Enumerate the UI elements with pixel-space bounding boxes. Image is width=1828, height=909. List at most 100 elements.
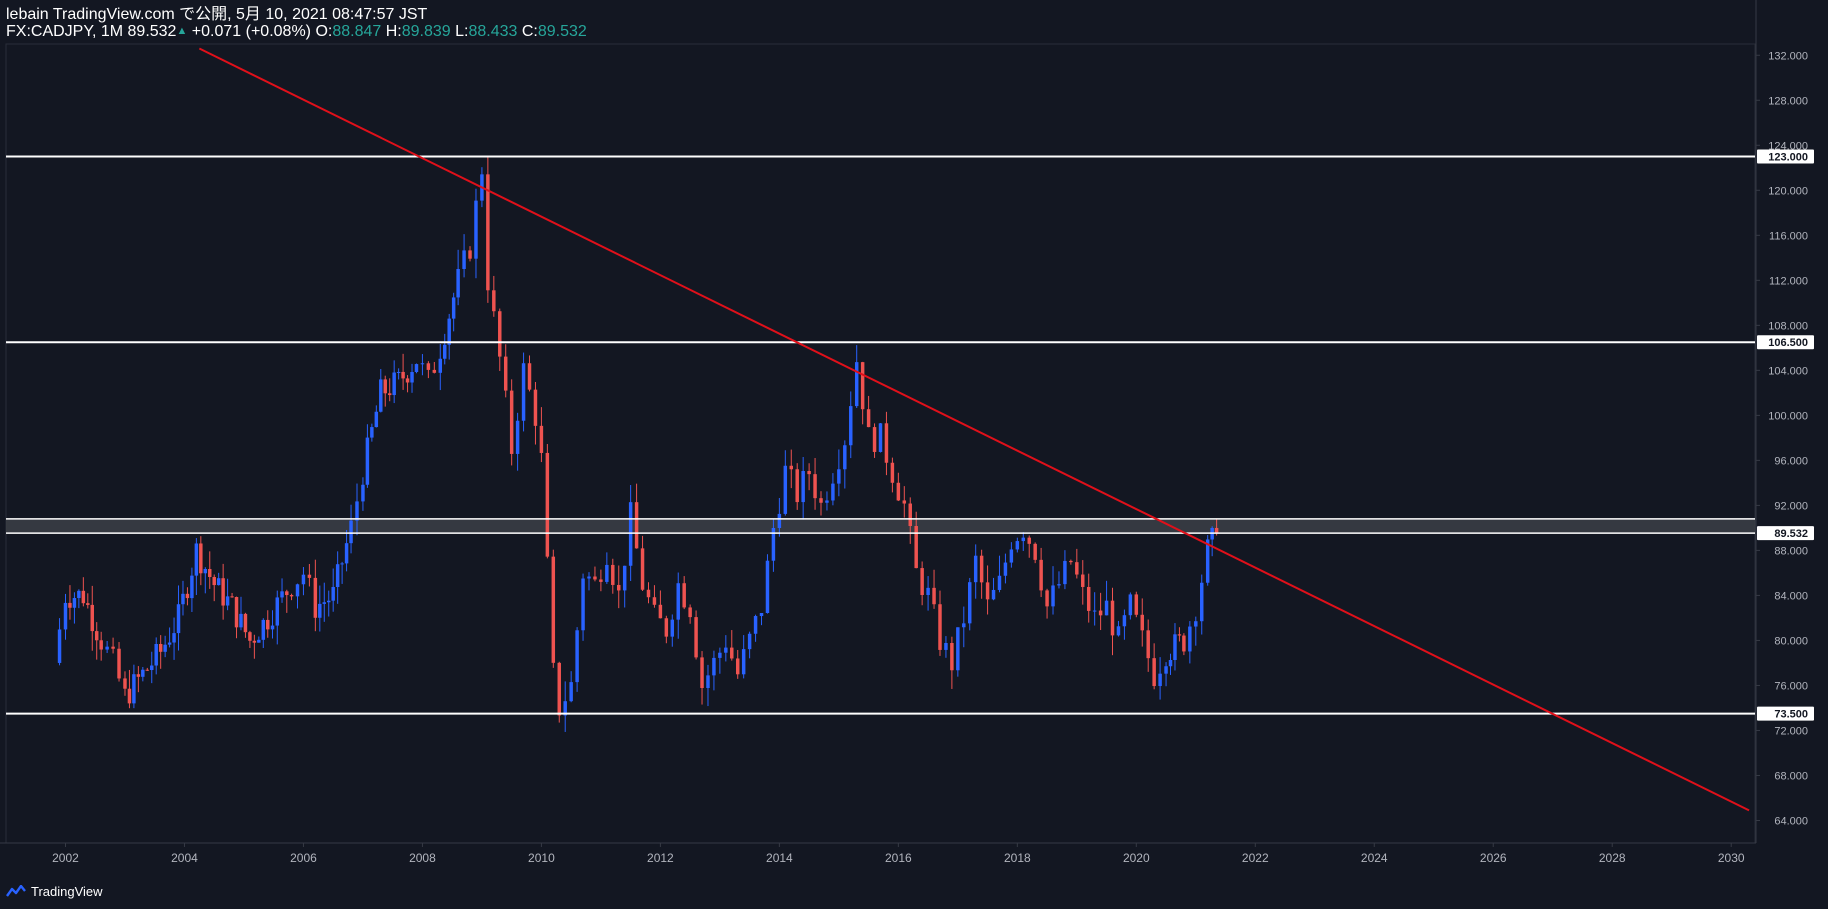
candle-body: [270, 625, 275, 630]
candle-body: [1057, 584, 1061, 586]
high-label: H:: [385, 23, 402, 40]
candle-body: [694, 617, 698, 658]
candle-body: [908, 503, 912, 527]
candle-body: [843, 445, 847, 470]
price-tag-bg: [1757, 335, 1814, 350]
candle-body: [301, 574, 306, 585]
candle-body: [622, 565, 627, 591]
candle-body: [326, 600, 331, 603]
candle-body: [1033, 543, 1037, 560]
candle-body: [545, 452, 550, 557]
candle-body: [563, 701, 567, 716]
candle-body: [944, 642, 948, 650]
candle-body: [451, 297, 456, 319]
candle-body: [405, 378, 410, 383]
candle-body: [257, 639, 261, 643]
candle-body: [747, 633, 752, 650]
candle-body: [795, 469, 799, 503]
x-tick-label: 2020: [1123, 851, 1150, 865]
candle-body: [1063, 560, 1067, 585]
candle-body: [872, 427, 877, 452]
candle-body: [77, 590, 81, 599]
publish-info: lebain TradingView.com で公開, 5月 10, 2021 …: [6, 6, 428, 23]
candle-body: [468, 250, 472, 259]
x-tick-label: 2030: [1718, 851, 1745, 865]
candle-body: [414, 364, 419, 373]
candle-body: [533, 389, 538, 426]
y-tick-label: 100.000: [1768, 410, 1808, 422]
candle-body: [172, 633, 176, 643]
candle-body: [1146, 630, 1150, 659]
candle-body: [938, 604, 942, 650]
x-tick-label: 2028: [1599, 851, 1626, 865]
price-tag-bg: [1757, 706, 1814, 721]
candle-body: [967, 582, 972, 624]
candle-body: [997, 575, 1002, 590]
candle-body: [914, 526, 918, 569]
candle-body: [498, 311, 502, 357]
x-tick-label: 2018: [1004, 851, 1031, 865]
candle-body: [383, 379, 387, 394]
candle-body: [221, 578, 225, 606]
candle-body: [230, 596, 234, 598]
low-value: 88.433: [468, 23, 518, 40]
candle-body: [551, 556, 556, 663]
candle-body: [432, 369, 437, 373]
candle-body: [280, 591, 284, 598]
candle-body: [813, 474, 817, 499]
x-tick-label: 2004: [171, 851, 198, 865]
resistance-zone: [6, 518, 1755, 534]
candle-body: [605, 564, 609, 582]
candle-body: [1164, 666, 1168, 674]
candle-body: [127, 688, 132, 704]
candle-body: [628, 502, 633, 566]
candle-body: [1045, 590, 1049, 607]
candle-body: [985, 582, 990, 600]
candle-body: [379, 379, 383, 412]
candle-body: [979, 555, 984, 583]
candle-body: [527, 363, 532, 390]
candle-body: [335, 564, 340, 588]
candle-body: [150, 665, 154, 671]
candle-body: [1110, 600, 1115, 636]
candle-body: [575, 630, 579, 683]
candle-body: [1140, 614, 1144, 631]
y-tick-label: 96.000: [1774, 455, 1808, 467]
candle-body: [68, 602, 72, 608]
candle-body: [234, 597, 239, 628]
candle-body: [1021, 537, 1026, 542]
y-tick-label: 108.000: [1768, 320, 1808, 332]
candle-body: [849, 406, 853, 446]
candle-body: [420, 363, 425, 365]
candle-body: [426, 363, 431, 370]
candle-body: [295, 584, 300, 597]
candle-body: [777, 513, 782, 528]
candle-body: [176, 604, 181, 634]
candle-body: [1128, 594, 1133, 616]
candle-body: [208, 569, 212, 578]
candle-body: [973, 555, 978, 583]
candle-body: [57, 629, 62, 663]
up-arrow-icon: ▲: [176, 25, 188, 37]
candle-body: [1039, 559, 1043, 591]
y-tick-label: 92.000: [1774, 500, 1808, 512]
y-tick-label: 116.000: [1769, 230, 1808, 242]
candle-body: [313, 577, 318, 618]
candle-body: [866, 409, 871, 428]
footer-brand[interactable]: TradingView: [6, 880, 103, 902]
y-tick-label: 84.000: [1774, 590, 1808, 602]
candle-body: [252, 640, 257, 643]
candle-body: [593, 576, 597, 580]
candle-body: [807, 471, 811, 475]
candle-body: [658, 604, 663, 619]
x-tick-label: 2022: [1242, 851, 1269, 865]
candle-body: [181, 593, 185, 605]
candle-body: [926, 587, 930, 595]
candle-body: [285, 591, 289, 596]
candle-body: [307, 574, 312, 578]
candle-body: [243, 613, 248, 633]
candle-body: [90, 604, 94, 632]
candle-body: [1069, 560, 1073, 563]
x-tick-label: 2006: [290, 851, 317, 865]
